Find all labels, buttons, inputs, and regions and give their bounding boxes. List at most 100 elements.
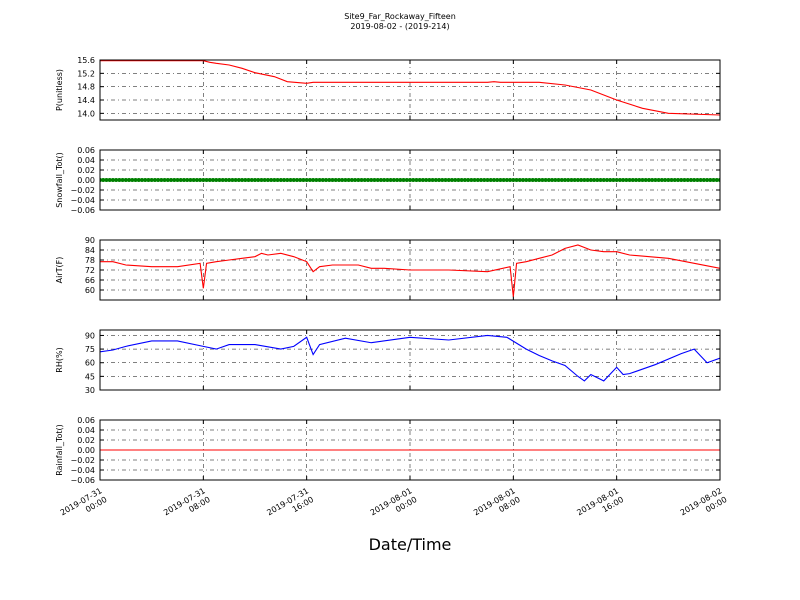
panel-2-data-point (114, 178, 119, 182)
panel-2-data-point (517, 178, 522, 182)
panel-2-data-point (207, 178, 212, 182)
panel-2-data-point (453, 178, 458, 182)
panel-2-data-point (101, 178, 106, 182)
panel-1-ytick-label: 15.6 (77, 56, 95, 65)
panel-2-data-point (227, 178, 232, 182)
panel-2-data-point (330, 178, 335, 182)
panel-2-data-point (401, 178, 406, 182)
panel-2-data-point (559, 178, 564, 182)
panel-2-data-point (127, 178, 132, 182)
panel-2-data-point (285, 178, 290, 182)
panel-2-data-point (617, 178, 622, 182)
panel-2-data-point (527, 178, 532, 182)
panel-5-ytick-label: 0.06 (77, 416, 95, 425)
panel-2-data-point (240, 178, 245, 182)
panel-2-data-point (343, 178, 348, 182)
panel-2-data-point (259, 178, 264, 182)
panel-2-data-point (579, 178, 584, 182)
panel-2-data-point (669, 178, 674, 182)
panel-2-data-point (498, 178, 503, 182)
panel-2-axes-frame (99, 149, 721, 211)
panel-2-data-point (333, 178, 338, 182)
panel-2-data-point (698, 178, 703, 182)
panel-2: 0.060.040.020.00−0.02−0.04−0.06 Snowfall_… (55, 146, 721, 215)
panel-2-data-point (433, 178, 438, 182)
panel-2-data-point (672, 178, 677, 182)
panel-2-data-point (275, 178, 280, 182)
panel-2-data-point (391, 178, 396, 182)
panel-2-data-point (482, 178, 487, 182)
panel-4-ytick-label: 60 (85, 359, 95, 368)
panel-2-data-point (621, 178, 626, 182)
panel-2-data-point (462, 178, 467, 182)
panel-2-data-point (676, 178, 681, 182)
panel-2-data-point (194, 178, 199, 182)
panel-2-data-point (117, 178, 122, 182)
panel-4-axes-frame (99, 329, 721, 391)
panel-1-data-line (100, 60, 720, 116)
panel-2-data-point (595, 178, 600, 182)
panel-2-data-point (143, 178, 148, 182)
panel-2-data-point (223, 178, 228, 182)
panel-2-data-point (627, 178, 632, 182)
panel-2-data-point (246, 178, 251, 182)
panel-2-data-point (385, 178, 390, 182)
panel-2-data-point (443, 178, 448, 182)
panel-2-data-point (459, 178, 464, 182)
panel-2-data-point (582, 178, 587, 182)
panel-2-data-point (543, 178, 548, 182)
panel-2-data-point (643, 178, 648, 182)
panel-2-data-point (265, 178, 270, 182)
panel-2-data-point (369, 178, 374, 182)
panel-2-data-point (327, 178, 332, 182)
panel-2-data-point (336, 178, 341, 182)
panel-2-data-point (472, 178, 477, 182)
panel-2-data-point (550, 178, 555, 182)
panel-2-data-point (120, 178, 125, 182)
figure-title-line1: Site9_Far_Rockaway_Fifteen (344, 12, 456, 21)
panel-5-ytick-label: 0.02 (77, 436, 95, 445)
panel-2-data-point (491, 178, 496, 182)
panel-2-data-point (598, 178, 603, 182)
panel-2-data-point (601, 178, 606, 182)
panel-2-data-point (501, 178, 506, 182)
panel-2-data-point (249, 178, 254, 182)
panel-2-data-point (427, 178, 432, 182)
panel-5-y-axis-label: Rainfall_Tot() (55, 424, 64, 476)
panel-5-axes-frame (99, 419, 721, 481)
panel-2-data-point (466, 178, 471, 182)
panel-2-data-point (178, 178, 183, 182)
panel-2-data-point (540, 178, 545, 182)
panel-4-ytick-label: 90 (85, 331, 95, 340)
panel-2-data-point (353, 178, 358, 182)
panel-2-data-point (705, 178, 710, 182)
panel-2-data-point (162, 178, 167, 182)
panel-2-data-point (653, 178, 658, 182)
panel-2-data-point (149, 178, 154, 182)
panel-2-data-point (475, 178, 480, 182)
panel-2-data-point (304, 178, 309, 182)
panel-2-data-point (637, 178, 642, 182)
panel-2-data-point (256, 178, 261, 182)
panel-2-data-point (272, 178, 277, 182)
panel-1-ytick-label: 14.4 (77, 96, 95, 105)
panel-2-data-point (508, 178, 513, 182)
panel-4-data-line (100, 334, 720, 382)
panel-3-data-line (100, 244, 720, 297)
panel-2-data-point (685, 178, 690, 182)
panel-2-data-point (585, 178, 590, 182)
panel-1-ytick-label: 15.2 (77, 69, 95, 78)
panel-2-data-point (230, 178, 235, 182)
panel-2-data-point (556, 178, 561, 182)
panel-2-data-point (708, 178, 713, 182)
panel-2-ytick-label: 0.06 (77, 146, 95, 155)
panel-2-data-point (278, 178, 283, 182)
panel-2-ytick-label: 0.02 (77, 166, 95, 175)
panel-5-ytick-label: 0.00 (77, 446, 95, 455)
panel-2-data-point (288, 178, 293, 182)
panel-2-data-point (146, 178, 151, 182)
panel-2-data-point (243, 178, 248, 182)
panel-1-ytick-label: 14.0 (77, 109, 95, 118)
